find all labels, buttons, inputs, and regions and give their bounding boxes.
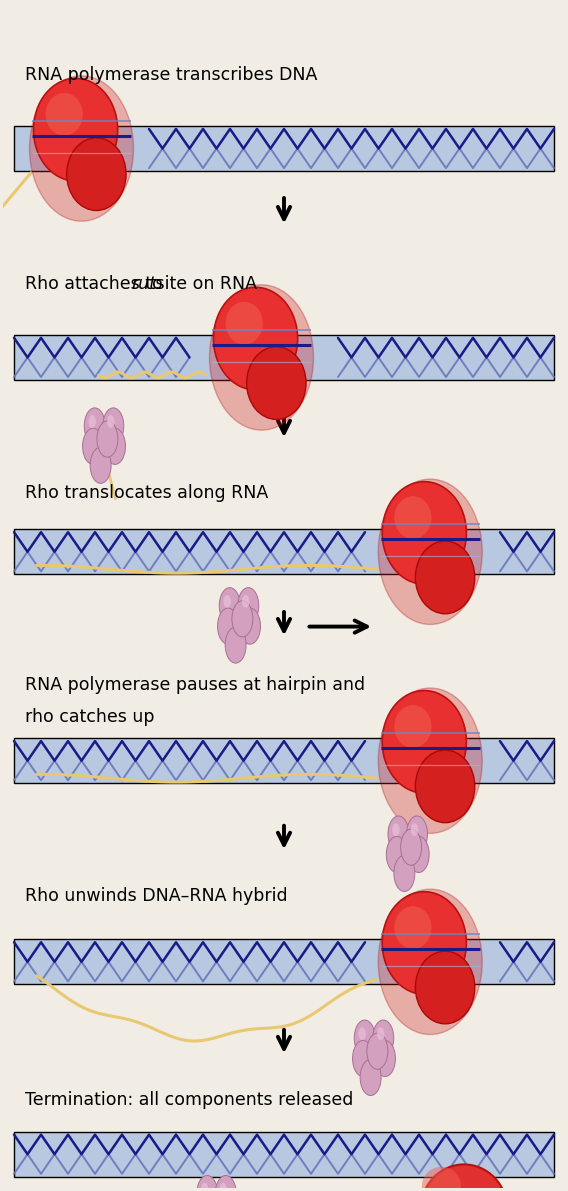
Circle shape [373,1019,394,1056]
FancyBboxPatch shape [14,1131,554,1177]
Ellipse shape [30,76,133,222]
Circle shape [220,1183,227,1191]
Ellipse shape [378,479,482,624]
Circle shape [367,1033,388,1070]
Ellipse shape [382,892,466,994]
Ellipse shape [247,347,306,419]
Circle shape [392,823,400,836]
Circle shape [240,609,261,644]
Circle shape [90,448,111,484]
Circle shape [197,1176,218,1191]
Ellipse shape [210,285,314,430]
Circle shape [411,823,418,836]
Circle shape [242,596,249,607]
Ellipse shape [394,906,432,949]
Text: RNA polymerase pauses at hairpin and: RNA polymerase pauses at hairpin and [25,676,365,694]
Circle shape [97,420,118,457]
Ellipse shape [382,481,466,585]
Ellipse shape [214,287,298,389]
Ellipse shape [415,541,475,613]
Circle shape [219,587,240,624]
Circle shape [225,626,246,663]
FancyBboxPatch shape [14,126,554,172]
Circle shape [400,829,421,865]
Circle shape [353,1041,374,1077]
FancyBboxPatch shape [14,738,554,784]
Circle shape [374,1041,395,1077]
Ellipse shape [420,1165,508,1191]
Circle shape [107,416,115,428]
Circle shape [394,855,415,892]
FancyBboxPatch shape [14,335,554,380]
Text: Rho attaches to: Rho attaches to [25,275,169,293]
Ellipse shape [415,952,475,1024]
Circle shape [89,416,96,428]
Ellipse shape [394,497,432,540]
Circle shape [223,596,231,607]
Circle shape [388,816,409,852]
Ellipse shape [45,93,83,136]
Circle shape [215,1176,236,1191]
Circle shape [84,407,105,444]
Ellipse shape [394,705,432,748]
Ellipse shape [225,301,263,344]
Circle shape [105,429,126,464]
Ellipse shape [34,79,118,181]
Circle shape [201,1183,208,1191]
Circle shape [386,836,407,873]
Text: site on RNA: site on RNA [150,275,257,293]
Ellipse shape [66,138,126,211]
Circle shape [238,587,259,624]
Text: RNA polymerase transcribes DNA: RNA polymerase transcribes DNA [25,66,318,83]
Circle shape [407,816,428,852]
Circle shape [82,429,103,464]
Circle shape [358,1028,366,1040]
Ellipse shape [422,1167,461,1191]
Text: Termination: all components released: Termination: all components released [25,1091,354,1109]
Circle shape [103,407,124,444]
Ellipse shape [382,691,466,793]
FancyBboxPatch shape [14,529,554,574]
Text: Rho translocates along RNA: Rho translocates along RNA [25,484,269,501]
Ellipse shape [415,750,475,823]
Circle shape [218,609,239,644]
Circle shape [210,1189,231,1191]
Ellipse shape [378,688,482,834]
Circle shape [232,600,253,637]
FancyBboxPatch shape [14,940,554,984]
Circle shape [377,1028,385,1040]
Text: rut: rut [131,275,156,293]
Circle shape [354,1019,375,1056]
Circle shape [360,1059,381,1096]
Circle shape [408,836,429,873]
Text: rho catches up: rho catches up [25,709,154,727]
Text: Rho unwinds DNA–RNA hybrid: Rho unwinds DNA–RNA hybrid [25,887,288,905]
Ellipse shape [378,890,482,1035]
